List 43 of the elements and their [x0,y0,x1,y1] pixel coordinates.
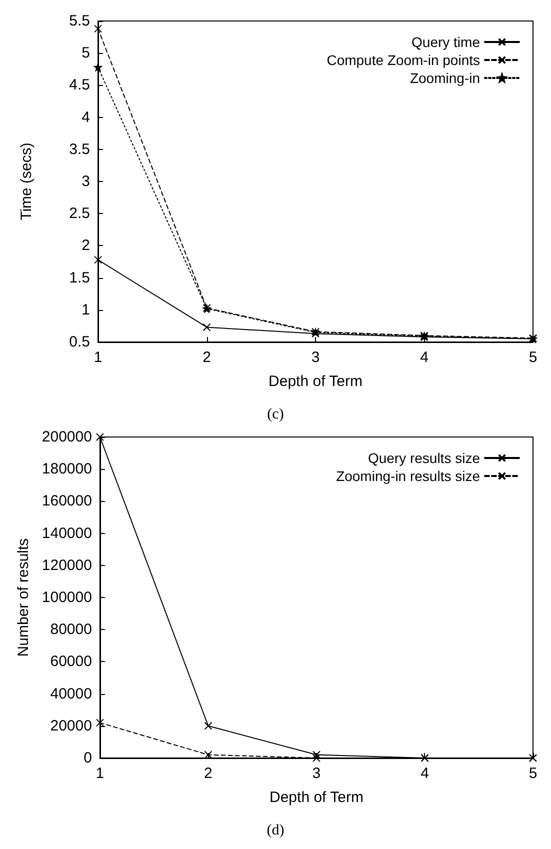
y-tick-label: 0.5 [69,334,90,350]
y-tick-label: 5.5 [69,12,90,30]
y-tick-label: 80000 [50,621,92,638]
y-tick-label: 4.5 [69,76,90,94]
x-tick-label: 2 [202,349,211,366]
y-tick-label: 160000 [42,492,92,510]
x-tick-label: 1 [94,349,102,366]
legend-label: Query results size [368,450,480,466]
y-tick-label: 0 [84,750,92,766]
x-axis-title: Depth of Term [268,373,362,390]
x-tick-label: 3 [312,765,321,782]
y-tick-label: 140000 [42,524,92,542]
x-tick-label: 1 [96,765,104,782]
y-tick-label: 5 [82,44,90,62]
y-tick-label: 60000 [50,653,92,670]
x-tick-label: 4 [420,349,428,366]
legend-label: Zooming-in [410,70,480,86]
legend-label: Query time [412,34,480,50]
y-tick-label: 180000 [42,460,92,478]
y-tick-label: 2 [82,237,90,254]
y-tick-label: 40000 [50,685,92,702]
y-axis-title: Number of results [15,538,32,657]
y-axis-title: Time (secs) [18,142,35,220]
text: (c) [267,406,284,422]
legend-label: Zooming-in results size [336,468,480,484]
y-tick-label: 3 [82,173,90,190]
x-axis-title: Depth of Term [270,789,364,806]
y-tick-label: 200000 [42,428,92,446]
x-tick-label: 2 [204,765,212,782]
y-tick-label: 20000 [50,717,92,734]
y-tick-label: 100000 [42,589,92,606]
text: (d) [266,822,284,838]
x-tick-label: 4 [420,765,429,782]
y-tick-label: 1 [82,301,90,318]
x-tick-label: 3 [311,349,320,366]
y-tick-label: 2.5 [69,205,90,222]
y-tick-label: 3.5 [69,140,90,158]
y-tick-label: 120000 [42,556,92,574]
x-tick-label: 5 [528,765,538,782]
x-tick-label: 5 [528,349,538,366]
legend-label: Compute Zoom-in points [326,52,480,68]
y-tick-label: 1.5 [69,269,90,286]
y-tick-label: 4 [82,108,90,126]
